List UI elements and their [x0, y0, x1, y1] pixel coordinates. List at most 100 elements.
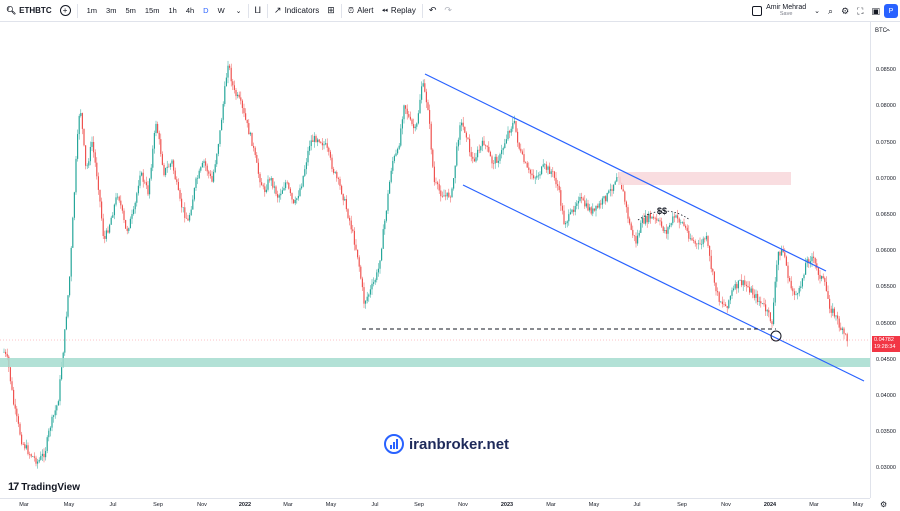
- layouts-button[interactable]: ⊞: [323, 0, 339, 22]
- timeframe-dropdown-button[interactable]: ⌄: [232, 0, 246, 22]
- candle-body: [237, 94, 239, 97]
- price-chart[interactable]: [0, 22, 870, 498]
- current-price-badge: 0.04782 19:28:34: [872, 336, 900, 352]
- channel-lower-line[interactable]: [462, 184, 865, 382]
- candle-body: [33, 456, 35, 458]
- candle-body: [225, 77, 227, 87]
- candle-body: [649, 213, 651, 219]
- candle-body: [211, 176, 213, 182]
- symbol-label: ETHBTC: [19, 6, 52, 15]
- candle-body: [123, 210, 125, 221]
- candle-body: [253, 145, 255, 148]
- candle-body: [507, 131, 509, 140]
- indicators-button[interactable]: ↗ Indicators: [270, 0, 323, 22]
- candle-body: [705, 236, 707, 240]
- liquidity-arc[interactable]: [637, 210, 691, 221]
- channel-upper-line[interactable]: [424, 73, 827, 272]
- supply-zone[interactable]: [618, 172, 791, 185]
- candle-body: [669, 225, 671, 228]
- settings-button[interactable]: ⚙︎: [837, 0, 853, 22]
- timeframe-1m[interactable]: 1m: [86, 6, 98, 15]
- candle-body: [344, 199, 346, 201]
- candle-body: [43, 453, 45, 458]
- candle-body: [85, 145, 87, 166]
- scroll-to-realtime-button[interactable]: ⌃: [880, 28, 896, 40]
- broker-name: iranbroker.net: [409, 435, 510, 453]
- tradingview-wordmark: TradingView: [21, 481, 80, 493]
- chart-type-button[interactable]: ⨿: [251, 0, 265, 22]
- publish-button[interactable]: P: [884, 4, 898, 18]
- candle-body: [550, 171, 552, 174]
- layout-select-button[interactable]: [748, 0, 766, 22]
- candle-body: [165, 167, 167, 176]
- candle-body: [758, 301, 760, 302]
- indicators-icon: ↗: [274, 5, 282, 15]
- chart-pane[interactable]: $$: [0, 22, 900, 498]
- candle-body: [688, 230, 690, 239]
- quick-search-button[interactable]: ⌕: [824, 0, 837, 22]
- candle-body: [80, 113, 82, 116]
- candle-body: [749, 287, 751, 293]
- candle-body: [374, 279, 376, 283]
- candle-body: [441, 196, 443, 197]
- candle-body: [51, 416, 53, 428]
- chart-settings-button[interactable]: ⚙︎: [880, 500, 887, 509]
- candle-body: [568, 214, 570, 222]
- candle-body: [461, 122, 463, 126]
- alert-label: Alert: [357, 6, 374, 15]
- redo-button[interactable]: ↷: [440, 0, 456, 22]
- candle-body: [201, 162, 203, 168]
- tradingview-mark-icon: 17: [8, 481, 19, 493]
- time-tick: Mar: [546, 502, 556, 508]
- fullscreen-button[interactable]: ⛶: [853, 0, 867, 22]
- candle-body: [585, 203, 587, 207]
- candle-body: [811, 256, 813, 262]
- candle-body: [22, 444, 24, 445]
- candle-body: [432, 149, 434, 167]
- candle-body: [673, 216, 675, 218]
- symbol-search-button[interactable]: 🔍︎ ETHBTC: [0, 0, 56, 22]
- candle-body: [683, 222, 685, 226]
- candle-body: [273, 186, 275, 188]
- layout-name[interactable]: Amir Mehrad Save: [766, 4, 806, 18]
- compare-button[interactable]: +: [56, 0, 75, 22]
- replay-button[interactable]: ⏪︎ Replay: [378, 0, 420, 22]
- toolbar-divider: [76, 3, 78, 18]
- candle-body: [662, 226, 664, 231]
- candle-body: [387, 193, 389, 211]
- candle-body: [336, 171, 338, 179]
- timeframe-group: 1m 3m 5m 15m 1h 4h D W: [80, 0, 232, 22]
- time-scale[interactable]: Mar May Jul Sep Nov 2022 Mar May Jul Sep Nov 2023 Ma…: [0, 498, 870, 511]
- candle-body: [411, 119, 413, 125]
- undo-button[interactable]: ↶: [425, 0, 441, 22]
- candle-body: [544, 164, 546, 165]
- alert-button[interactable]: ⏰︎ Alert: [344, 0, 378, 22]
- candle-body: [603, 196, 605, 199]
- candle-body: [590, 207, 592, 214]
- timeframe-1h[interactable]: 1h: [168, 6, 177, 15]
- timeframe-4h[interactable]: 4h: [185, 6, 195, 15]
- candle-body: [321, 142, 323, 146]
- candle-body: [422, 83, 424, 87]
- candle-body: [557, 184, 559, 186]
- support-zone[interactable]: [0, 358, 870, 367]
- timeframe-15m[interactable]: 15m: [144, 6, 160, 15]
- layout-menu-button[interactable]: ⌄: [810, 0, 824, 22]
- candle-body: [331, 157, 333, 169]
- candle-body: [725, 304, 727, 307]
- snapshot-button[interactable]: ▣: [867, 0, 884, 22]
- candle-body: [784, 252, 786, 257]
- candle-body: [656, 218, 658, 221]
- candle-body: [46, 437, 48, 451]
- candle-body: [14, 404, 16, 409]
- candle-body: [78, 115, 80, 135]
- timeframe-3m[interactable]: 3m: [106, 6, 117, 15]
- timeframe-d[interactable]: D: [203, 6, 209, 15]
- sweep-circle-marker[interactable]: [770, 330, 782, 342]
- timeframe-5m[interactable]: 5m: [125, 6, 136, 15]
- candle-body: [547, 166, 549, 170]
- price-scale[interactable]: BTC 0.08500 0.08000 0.07500 0.07000 0.06…: [870, 22, 900, 498]
- timeframe-w[interactable]: W: [217, 6, 225, 15]
- candle-body: [717, 291, 719, 293]
- candle-body: [173, 160, 175, 171]
